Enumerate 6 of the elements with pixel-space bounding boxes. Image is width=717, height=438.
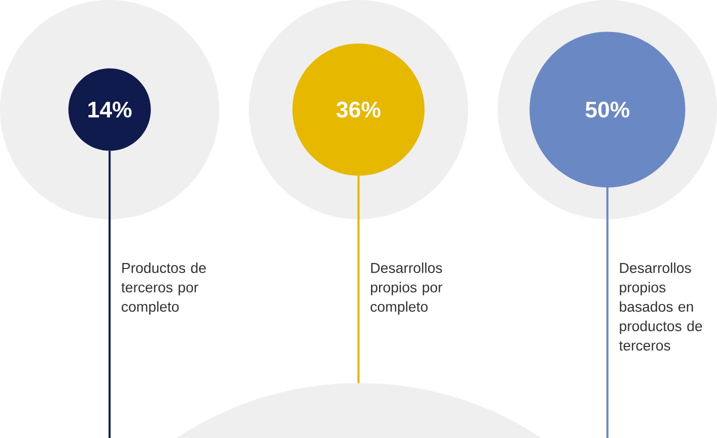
data-label: 14% <box>88 101 132 118</box>
category-label: Desarrollos propios basados en productos de terceros <box>619 262 702 350</box>
category-label: Productos de terceros por completo <box>121 262 206 314</box>
data-label: 36% <box>336 101 380 118</box>
data-label: 50% <box>586 101 630 118</box>
category-label: Desarrollos propios por completo <box>370 262 442 314</box>
